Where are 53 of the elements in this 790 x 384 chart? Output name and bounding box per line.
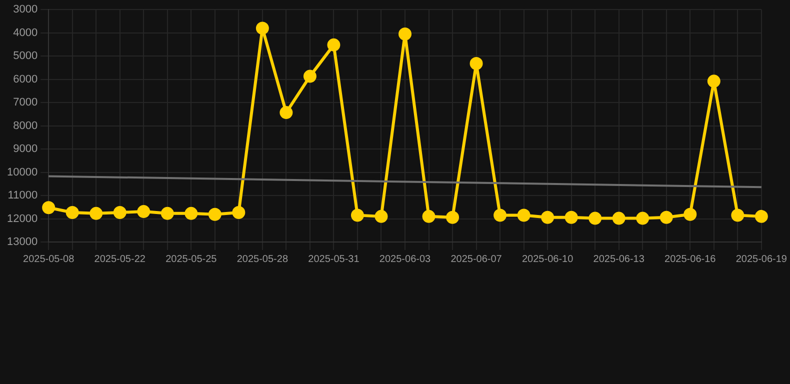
point: [160, 206, 174, 220]
point: [494, 208, 507, 222]
point: [398, 28, 412, 40]
point: [327, 38, 340, 52]
point: [636, 212, 650, 225]
point: [446, 210, 460, 224]
x-tick-label: 2025-06-07: [450, 254, 502, 265]
x-tick-label: 2025-05-08: [23, 254, 75, 265]
point: [470, 57, 483, 70]
point: [90, 206, 103, 220]
point: [754, 210, 768, 223]
x-tick-label: 2025-06-03: [379, 254, 432, 265]
y-tick-label: 8000: [13, 120, 38, 132]
point: [256, 22, 269, 35]
point: [208, 208, 222, 221]
point: [113, 206, 126, 219]
x-tick-label: 2025-06-10: [522, 254, 574, 265]
y-tick-label: 4000: [13, 26, 38, 39]
x-tick-label: 2025-06-19: [736, 254, 788, 265]
x-tick-label: 2025-05-31: [308, 254, 360, 265]
point: [684, 208, 697, 221]
point: [184, 206, 198, 220]
y-tick-label: 6000: [13, 73, 38, 86]
point: [422, 210, 436, 223]
point: [280, 106, 293, 120]
point: [564, 210, 578, 224]
x-tick-label: 2025-05-22: [94, 254, 146, 265]
y-tick-label: 10000: [6, 166, 38, 178]
point: [517, 208, 530, 222]
x-tick-label: 2025-05-25: [166, 254, 218, 265]
point: [350, 208, 364, 222]
point: [588, 212, 602, 225]
y-tick-label: 13000: [6, 236, 38, 248]
point: [137, 205, 150, 218]
point: [303, 70, 316, 83]
y-tick-label: 9000: [13, 143, 38, 156]
point: [232, 206, 246, 219]
point: [374, 210, 388, 223]
x-tick-label: 2025-06-16: [664, 254, 716, 265]
point: [731, 208, 744, 222]
point: [612, 212, 626, 225]
y-tick-label: 7000: [13, 96, 38, 109]
y-tick-label: 11000: [8, 190, 38, 202]
point: [707, 74, 720, 88]
y-tick-label: 3000: [13, 4, 38, 16]
x-tick-label: 2025-05-28: [236, 254, 288, 265]
point: [541, 210, 554, 224]
y-tick-label: 12000: [6, 212, 38, 225]
point: [66, 206, 79, 219]
y-tick-label: 5000: [13, 50, 38, 62]
x-tick-label: 2025-06-13: [593, 254, 645, 265]
point: [660, 210, 673, 224]
point: [42, 201, 56, 214]
